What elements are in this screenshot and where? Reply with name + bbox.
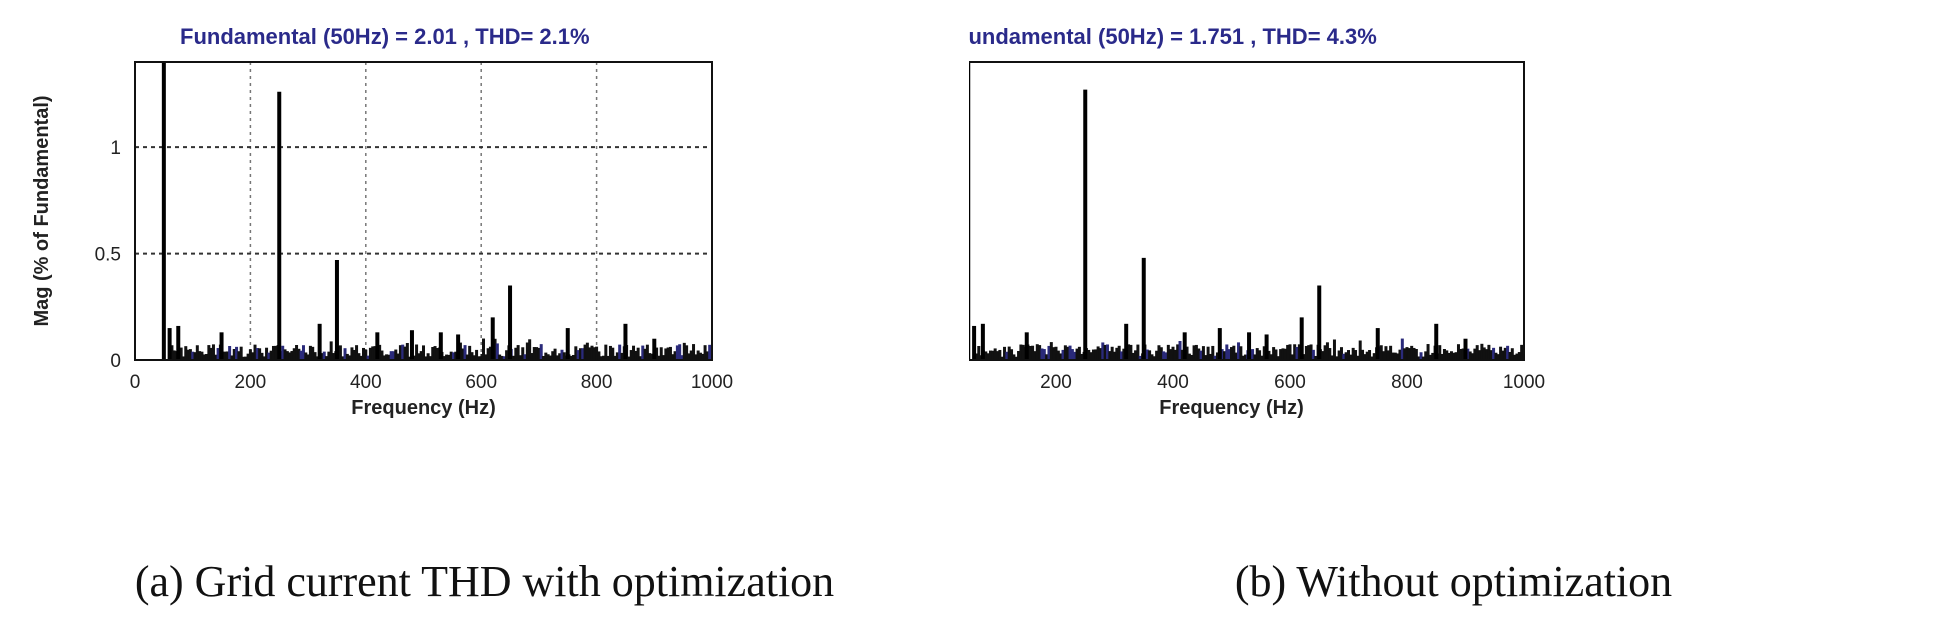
x-tick-label: 200 [235,372,267,393]
x-tick-label: 600 [1274,372,1306,393]
x-tick-label: 1000 [1503,372,1545,393]
x-tick-label: 0 [130,372,141,393]
x-tick-label: 1000 [691,372,733,393]
caption-b: (b) Without optimization [1234,557,1673,606]
x-tick-label: 400 [350,372,382,393]
x-axis-label: Frequency (Hz) [1159,397,1303,419]
y-axis-label: Mag (% of Fundamental) [31,95,53,326]
x-tick-label: 800 [581,372,613,393]
chart-title: Fundamental (50Hz) = 1.751 , THD= 4.3% [969,24,1377,49]
chart-panel-a: 0 200 400 600 800 1000 0 0.5 1 Fundamental (50Hz)… [31,24,835,606]
x-tick-label: 200 [1040,372,1072,393]
x-tick-label: 800 [1391,372,1423,393]
chart-a: 0 200 400 600 800 1000 0 0.5 1 Fundamental (50Hz)… [31,24,733,419]
chart-title: Fundamental (50Hz) = 2.01 , THD= 2.1% [180,24,590,49]
x-tick-label: 400 [1157,372,1189,393]
y-tick-label: 1 [110,138,121,159]
caption-a: (a) Grid current THD with optimization [134,557,835,606]
plot-frame [134,61,713,361]
x-axis-label: Frequency (Hz) [351,397,495,419]
x-tick-label: 600 [465,372,497,393]
plot-frame [969,61,1525,361]
y-tick-label: 0 [110,351,121,372]
y-tick-label: 0.5 [95,245,121,266]
